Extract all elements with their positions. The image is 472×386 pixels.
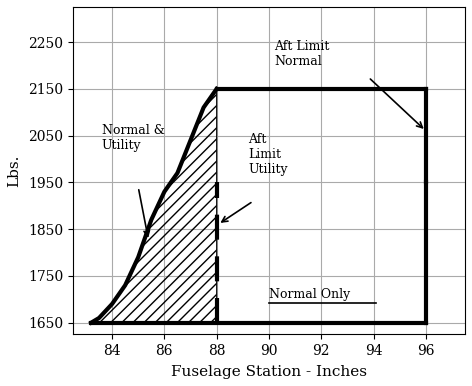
Text: Normal &
Utility: Normal & Utility — [101, 124, 165, 152]
Text: Aft Limit
Normal: Aft Limit Normal — [274, 40, 329, 68]
Y-axis label: Lbs.: Lbs. — [7, 154, 21, 187]
X-axis label: Fuselage Station - Inches: Fuselage Station - Inches — [171, 365, 367, 379]
Text: Aft
Limit
Utility: Aft Limit Utility — [248, 133, 287, 176]
Text: Normal Only: Normal Only — [269, 288, 350, 301]
